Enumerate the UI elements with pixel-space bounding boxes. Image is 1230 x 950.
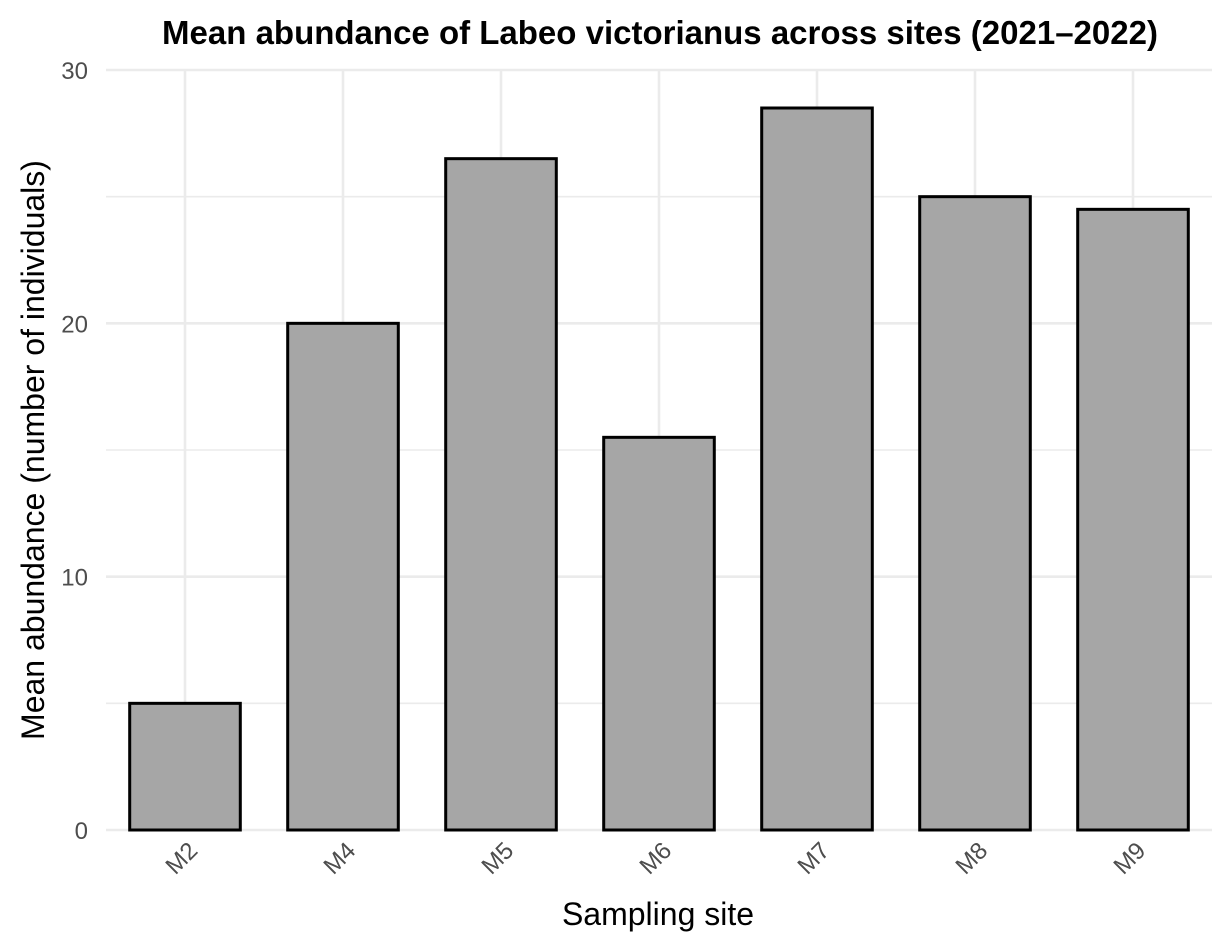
x-axis-title: Sampling site (562, 896, 754, 932)
x-tick-label: M4 (319, 837, 362, 880)
x-tick-label: M5 (477, 837, 520, 880)
y-tick-label: 10 (61, 565, 88, 592)
y-tick-label: 0 (75, 818, 88, 845)
x-tick-label: M8 (951, 837, 994, 880)
x-tick-label: M2 (161, 837, 204, 880)
bar-m7 (760, 106, 874, 832)
x-tick-label: M9 (1109, 837, 1152, 880)
y-tick-label: 20 (61, 311, 88, 338)
y-axis-title: Mean abundance (number of individuals) (15, 160, 51, 740)
bar-m9 (1076, 207, 1190, 832)
y-axis-ticks: 0 10 20 30 (61, 58, 88, 845)
chart-title: Mean abundance of Labeo victorianus acro… (162, 14, 1158, 51)
x-axis-ticks: M2 M4 M5 M6 M7 M8 M9 (161, 837, 1152, 880)
x-tick-label: M6 (635, 837, 678, 880)
bars (128, 106, 1190, 832)
y-tick-label: 30 (61, 58, 88, 85)
bar-m6 (602, 435, 716, 832)
bar-m2 (128, 701, 242, 832)
bar-m4 (286, 321, 400, 832)
bar-m8 (918, 195, 1032, 832)
bar-m5 (444, 157, 558, 832)
x-tick-label: M7 (793, 837, 836, 880)
